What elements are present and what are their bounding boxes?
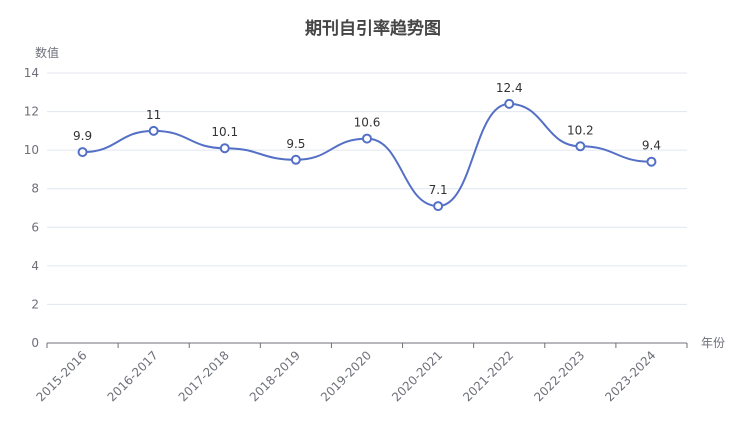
y-tick-label: 6 bbox=[31, 220, 39, 234]
x-axis: 2015-2016 2016-2017 2017-2018 2018-2019 2019… bbox=[34, 342, 688, 404]
x-tick-label: 2017-2018 bbox=[176, 348, 232, 404]
data-point[interactable] bbox=[433, 201, 444, 212]
chart-title: 期刊自引率趋势图 bbox=[305, 18, 441, 39]
y-axis-ticks: 0 2 4 6 8 10 12 14 bbox=[24, 66, 39, 350]
data-label: 10.1 bbox=[211, 125, 238, 139]
data-labels: 9.9 11 10.1 9.5 10.6 7.1 12.4 10.2 9.4 bbox=[73, 81, 661, 197]
x-tick-label: 2021-2022 bbox=[460, 348, 516, 404]
data-point[interactable] bbox=[290, 154, 301, 165]
data-label: 9.4 bbox=[642, 139, 661, 153]
x-tick-label: 2020-2021 bbox=[389, 348, 445, 404]
x-tick-label: 2019-2020 bbox=[318, 348, 374, 404]
data-point[interactable] bbox=[504, 98, 515, 109]
y-axis-name: 数值 bbox=[35, 45, 59, 60]
y-tick-label: 12 bbox=[24, 105, 39, 119]
grid-lines bbox=[47, 72, 687, 305]
data-point[interactable] bbox=[362, 133, 372, 144]
y-tick-label: 8 bbox=[31, 182, 39, 196]
data-label: 11 bbox=[146, 108, 161, 122]
data-label: 9.5 bbox=[286, 137, 305, 151]
data-point[interactable] bbox=[77, 147, 88, 158]
data-label: 7.1 bbox=[429, 183, 448, 197]
y-tick-label: 10 bbox=[24, 143, 39, 157]
data-point[interactable] bbox=[148, 125, 159, 136]
x-tick-label: 2018-2019 bbox=[247, 348, 303, 404]
x-tick-label: 2023-2024 bbox=[602, 348, 658, 404]
y-tick-label: 4 bbox=[31, 259, 39, 273]
data-point[interactable] bbox=[646, 156, 657, 167]
data-label: 10.2 bbox=[567, 123, 594, 137]
data-point[interactable] bbox=[219, 143, 230, 154]
x-tick-label: 2016-2017 bbox=[105, 348, 161, 404]
y-tick-label: 0 bbox=[31, 336, 39, 350]
x-tick-label: 2022-2023 bbox=[531, 348, 587, 404]
y-tick-label: 2 bbox=[31, 297, 39, 311]
data-label: 12.4 bbox=[496, 81, 523, 95]
data-label: 9.9 bbox=[73, 129, 92, 143]
data-point[interactable] bbox=[575, 141, 586, 152]
y-tick-label: 14 bbox=[24, 66, 39, 80]
series-line bbox=[82, 102, 652, 208]
data-label: 10.6 bbox=[354, 116, 381, 130]
x-tick-label: 2015-2016 bbox=[34, 348, 90, 404]
series-group bbox=[77, 98, 657, 212]
x-axis-name: 年份 bbox=[701, 336, 725, 350]
